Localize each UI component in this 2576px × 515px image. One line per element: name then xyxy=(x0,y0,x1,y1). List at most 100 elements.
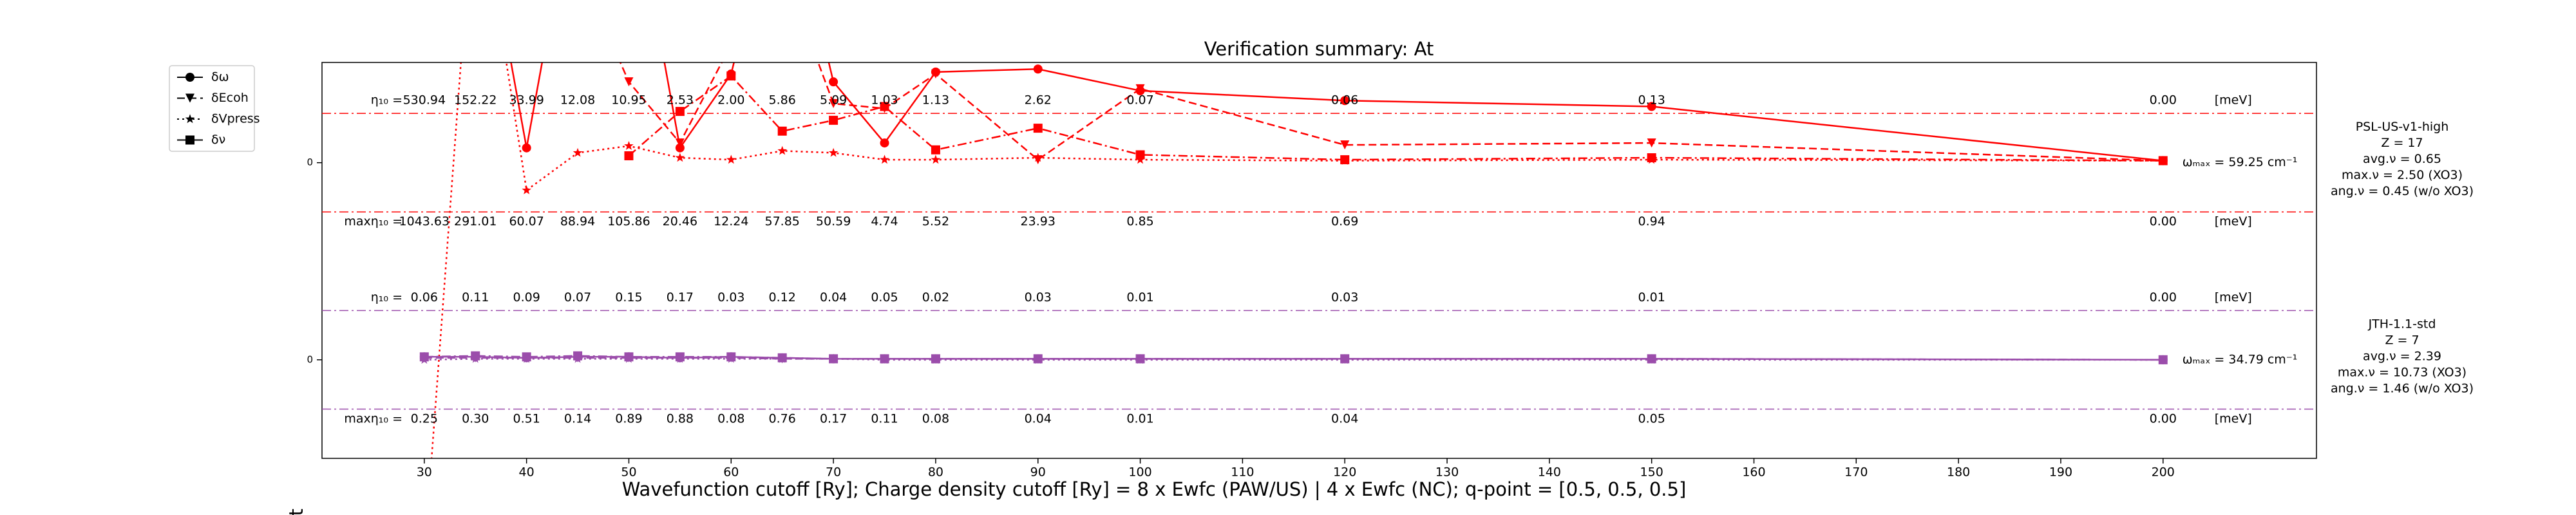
unit: [meV] xyxy=(2215,290,2252,304)
x-tick-label: 150 xyxy=(1640,465,1663,480)
marker xyxy=(726,352,736,362)
marker xyxy=(777,353,787,362)
marker xyxy=(522,185,531,194)
marker xyxy=(829,77,838,87)
eta-value: 0.03 xyxy=(717,290,744,304)
x-tick-label: 130 xyxy=(1435,465,1459,480)
x-tick-label: 70 xyxy=(826,465,841,480)
eta-value: 0.11 xyxy=(462,290,489,304)
eta-value: 10.95 xyxy=(611,93,646,108)
marker xyxy=(185,73,194,82)
max-eta-value: 20.46 xyxy=(663,214,697,229)
x-tick-label: 100 xyxy=(1128,465,1151,480)
marker xyxy=(675,107,685,117)
pseudo-info: ang.ν = 0.45 (w/o XO3) xyxy=(2331,184,2474,198)
max-eta-value: 0.01 xyxy=(1126,411,1153,426)
marker xyxy=(675,143,685,153)
x-tick-label: 170 xyxy=(1844,465,1868,480)
max-eta-value: 57.85 xyxy=(764,214,799,229)
x-tick-label: 90 xyxy=(1030,465,1046,480)
eta-value: 0.03 xyxy=(1025,290,1052,304)
x-tick-label: 30 xyxy=(417,465,432,480)
marker xyxy=(185,135,194,145)
marker xyxy=(522,352,531,362)
marker xyxy=(880,354,889,364)
eta-value: 1.03 xyxy=(871,93,898,108)
marker xyxy=(1340,96,1350,106)
marker xyxy=(675,153,685,162)
omega-max: ωₘₐₓ = 59.25 cm⁻¹ xyxy=(2183,155,2298,169)
max-eta-value: 0.89 xyxy=(615,411,642,426)
eta-value: 0.04 xyxy=(820,290,847,304)
max-eta-value: 0.05 xyxy=(1638,411,1665,426)
max-eta-value: 88.94 xyxy=(560,214,595,229)
max-eta-caption: maxη₁₀ = xyxy=(344,214,402,229)
marker xyxy=(1340,155,1350,165)
eta-value: 0.03 xyxy=(1331,290,1358,304)
x-tick-label: 160 xyxy=(1742,465,1765,480)
eta-value: 0.00 xyxy=(2150,93,2177,108)
marker xyxy=(777,126,787,136)
max-eta-value: 1043.63 xyxy=(399,214,450,229)
x-tick-label: 50 xyxy=(621,465,636,480)
max-eta-value: 0.08 xyxy=(922,411,949,426)
x-tick-label: 120 xyxy=(1333,465,1356,480)
eta-value: 2.62 xyxy=(1025,93,1052,108)
max-eta-value: 0.25 xyxy=(411,411,438,426)
marker xyxy=(1647,153,1656,163)
pseudo-info: max.ν = 2.50 (XO3) xyxy=(2342,168,2463,182)
unit: [meV] xyxy=(2215,214,2252,229)
max-eta-value: 0.00 xyxy=(2150,214,2177,229)
max-eta-value: 0.76 xyxy=(769,411,796,426)
eta-value: 0.01 xyxy=(1126,290,1153,304)
x-tick-label: 180 xyxy=(1947,465,1970,480)
max-eta-value: 0.51 xyxy=(513,411,540,426)
pseudo-info: PSL-US-v1-high xyxy=(2356,120,2449,134)
marker xyxy=(880,102,889,111)
chart-title: Verification summary: At xyxy=(1204,38,1434,60)
marker xyxy=(931,154,941,164)
eta-value: 0.12 xyxy=(769,290,796,304)
max-eta-value: 0.88 xyxy=(667,411,694,426)
eta-value: 0.07 xyxy=(1126,93,1153,108)
max-eta-value: 0.14 xyxy=(564,411,591,426)
pseudo-info: ang.ν = 1.46 (w/o XO3) xyxy=(2331,381,2474,395)
eta-value: 12.08 xyxy=(560,93,595,108)
max-eta-value: 0.04 xyxy=(1025,411,1052,426)
max-eta-value: 23.93 xyxy=(1021,214,1056,229)
marker xyxy=(471,351,480,360)
pseudo-info: max.ν = 10.73 (XO3) xyxy=(2338,365,2467,379)
marker xyxy=(573,147,583,157)
series-line xyxy=(628,75,2163,162)
series-line xyxy=(510,62,2163,162)
eta-value: 0.15 xyxy=(615,290,642,304)
max-eta-value: 0.04 xyxy=(1331,411,1358,426)
marker xyxy=(931,354,940,364)
marker xyxy=(1033,354,1043,364)
marker xyxy=(185,114,195,124)
x-tick-label: 80 xyxy=(928,465,943,480)
x-tick-label: 190 xyxy=(2049,465,2072,480)
eta-caption: η₁₀ = xyxy=(371,290,402,304)
marker xyxy=(931,69,940,79)
max-eta-value: 0.69 xyxy=(1331,214,1358,229)
marker xyxy=(726,40,735,49)
marker xyxy=(1033,153,1043,162)
x-tick-label: 40 xyxy=(519,465,535,480)
marker xyxy=(2158,156,2168,165)
plot-area xyxy=(419,40,2168,458)
eta-value: 0.06 xyxy=(1331,93,1358,108)
marker xyxy=(2158,355,2168,364)
marker xyxy=(185,93,194,103)
marker xyxy=(1135,354,1145,364)
max-eta-value: 0.08 xyxy=(717,411,744,426)
eta-value: 2.53 xyxy=(667,93,694,108)
eta-value: 152.22 xyxy=(454,93,497,108)
marker xyxy=(522,143,531,153)
max-eta-value: 4.74 xyxy=(871,214,898,229)
marker xyxy=(880,154,889,164)
max-eta-value: 0.11 xyxy=(871,411,898,426)
omega-max: ωₘₐₓ = 34.79 cm⁻¹ xyxy=(2183,352,2298,366)
max-eta-value: 0.00 xyxy=(2150,411,2177,426)
